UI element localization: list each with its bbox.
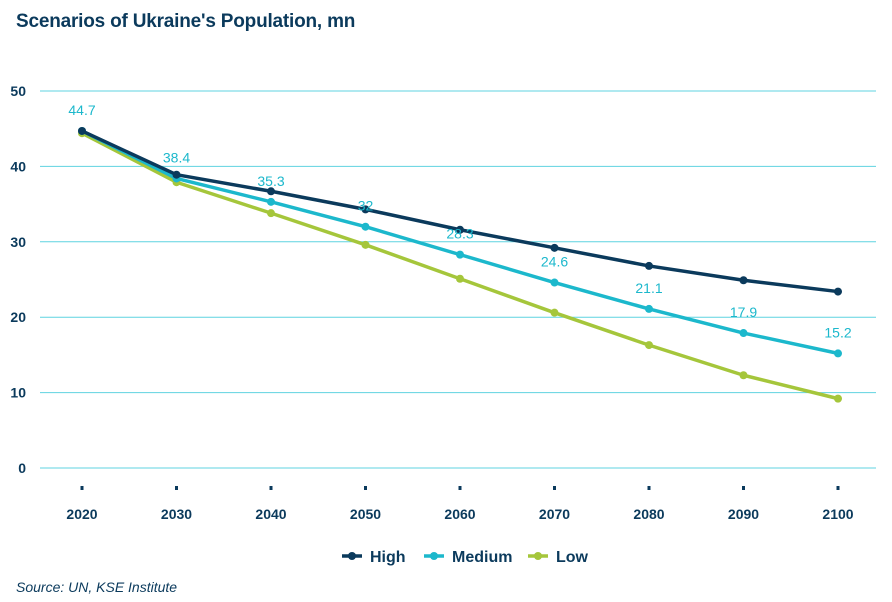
data-point-medium <box>550 278 559 287</box>
y-tick-label: 10 <box>10 385 26 401</box>
data-point-high <box>550 243 559 252</box>
data-point-low <box>645 341 653 350</box>
data-label: 24.6 <box>541 254 568 270</box>
data-point-medium <box>834 349 842 358</box>
legend-marker-high <box>348 552 356 560</box>
x-tick-label: 2020 <box>66 506 97 522</box>
data-point-high <box>78 126 86 135</box>
data-label: 15.2 <box>824 324 851 340</box>
data-point-medium <box>361 222 370 231</box>
x-tick-label: 2100 <box>822 506 853 522</box>
data-label: 35.3 <box>257 173 284 189</box>
data-label: 21.1 <box>635 280 662 296</box>
data-point-low <box>739 371 748 380</box>
x-tick-label: 2090 <box>728 506 759 522</box>
data-point-high <box>456 225 464 234</box>
x-tick-label: 2050 <box>350 506 381 522</box>
data-point-low <box>550 308 559 317</box>
x-tick-label: 2080 <box>633 506 664 522</box>
legend-label-medium: Medium <box>452 549 512 566</box>
data-point-high <box>739 276 748 285</box>
series-line-low <box>81 131 839 401</box>
y-tick-label: 0 <box>18 460 26 476</box>
data-label: 38.4 <box>163 149 190 165</box>
data-point-high <box>834 287 842 296</box>
x-tick-label: 2070 <box>539 506 570 522</box>
legend-marker-medium <box>430 552 438 560</box>
data-point-high <box>645 261 653 270</box>
chart-title: Scenarios of Ukraine's Population, mn <box>16 11 356 32</box>
x-tick-label: 2030 <box>161 506 192 522</box>
x-tick-label: 2060 <box>444 506 475 522</box>
data-label: 17.9 <box>730 304 757 320</box>
legend-label-low: Low <box>556 549 589 566</box>
data-point-medium <box>456 250 464 259</box>
y-tick-label: 20 <box>10 309 26 325</box>
source-note: Source: UN, KSE Institute <box>16 579 178 595</box>
y-tick-label: 30 <box>10 234 26 250</box>
data-label: 44.7 <box>68 102 95 118</box>
legend-marker-low <box>534 552 542 560</box>
data-point-low <box>834 394 842 403</box>
x-tick-label: 2040 <box>255 506 286 522</box>
y-tick-label: 50 <box>10 83 26 99</box>
data-label: 32 <box>358 198 374 214</box>
data-point-high <box>172 170 181 179</box>
data-point-medium <box>267 197 275 206</box>
data-label: 28.3 <box>446 226 473 242</box>
data-point-medium <box>739 329 748 338</box>
data-point-low <box>267 209 275 218</box>
data-point-medium <box>645 304 653 313</box>
data-point-high <box>361 205 370 214</box>
data-point-low <box>456 274 464 283</box>
series-line-high <box>81 129 839 294</box>
y-tick-label: 40 <box>10 158 26 174</box>
data-point-low <box>361 240 370 249</box>
data-point-high <box>267 187 275 196</box>
legend-label-high: High <box>370 549 406 566</box>
